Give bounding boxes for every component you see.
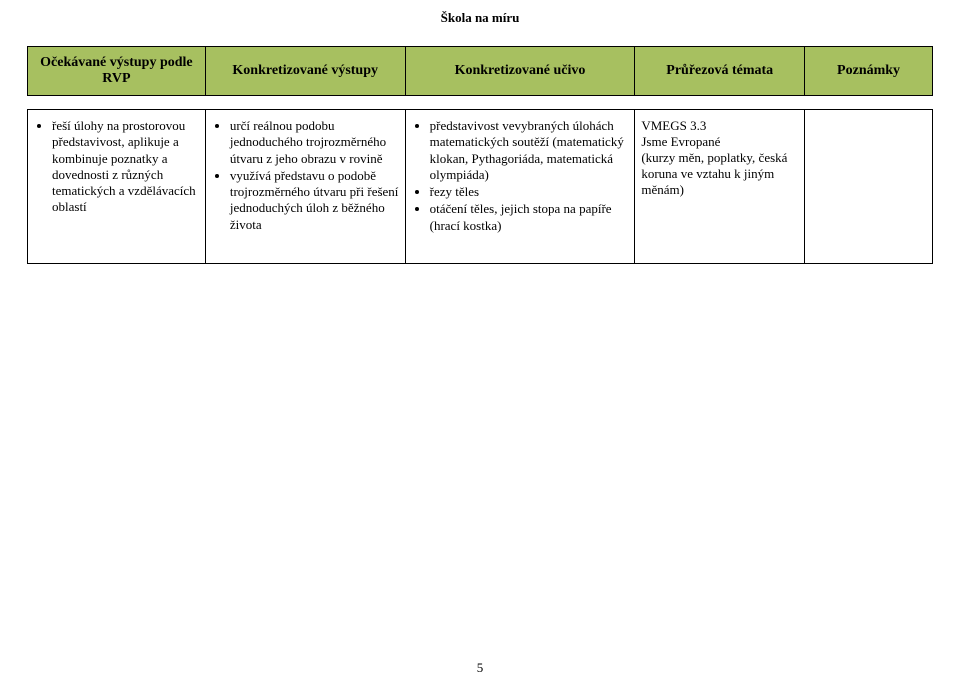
cell-col-1: řeší úlohy na prostorovou představivost,… [28, 110, 206, 264]
cell-col-2: určí reálnou podobu jednoduchého trojroz… [205, 110, 405, 264]
page-title: Škola na míru [0, 0, 960, 46]
header-col-5: Poznámky [805, 47, 933, 96]
col1-list: řeší úlohy na prostorovou představivost,… [34, 118, 199, 216]
list-item: řeší úlohy na prostorovou představivost,… [52, 118, 199, 216]
cell-col-5 [805, 110, 933, 264]
col3-list: představivost vevybraných úlohách matema… [412, 118, 629, 234]
table-body-row: řeší úlohy na prostorovou představivost,… [28, 110, 933, 264]
header-col-4: Průřezová témata [635, 47, 805, 96]
list-item: využívá představu o podobě trojrozměrnéh… [230, 168, 399, 233]
page-number: 5 [0, 660, 960, 676]
list-item: řezy těles [430, 184, 629, 200]
header-col-1: Očekávané výstupy podle RVP [28, 47, 206, 96]
header-col-3: Konkretizované učivo [405, 47, 635, 96]
list-item: otáčení těles, jejich stopa na papíře (h… [430, 201, 629, 234]
list-item: určí reálnou podobu jednoduchého trojroz… [230, 118, 399, 167]
col4-line3: (kurzy měn, poplatky, česká koruna ve vz… [641, 150, 798, 198]
list-item: představivost vevybraných úlohách matema… [430, 118, 629, 183]
cell-col-3: představivost vevybraných úlohách matema… [405, 110, 635, 264]
spacer-row [28, 96, 933, 110]
col4-line2: Jsme Evropané [641, 134, 798, 150]
col2-list: určí reálnou podobu jednoduchého trojroz… [212, 118, 399, 233]
header-col-2: Konkretizované výstupy [205, 47, 405, 96]
main-table: Očekávané výstupy podle RVP Konkretizova… [27, 46, 933, 264]
col4-line1: VMEGS 3.3 [641, 118, 798, 134]
table-header-row: Očekávané výstupy podle RVP Konkretizova… [28, 47, 933, 96]
cell-col-4: VMEGS 3.3 Jsme Evropané (kurzy měn, popl… [635, 110, 805, 264]
